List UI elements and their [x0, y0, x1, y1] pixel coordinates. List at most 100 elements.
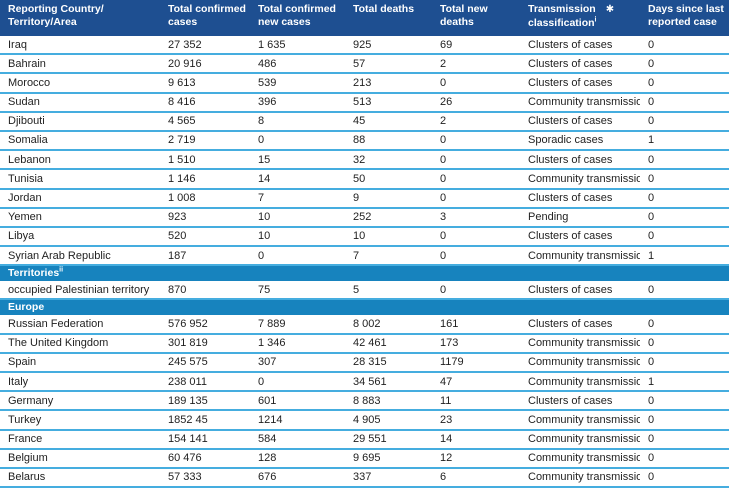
new-deaths-cell: 23	[432, 410, 520, 431]
new-cases-cell: 0	[250, 130, 345, 152]
column-header-transmission: Transmission ✱ classificationi	[520, 0, 640, 36]
days-since-cell: 0	[640, 169, 729, 190]
transmission-cell: Clusters of cases	[520, 315, 640, 335]
new-cases-cell: 7	[250, 188, 345, 209]
table-row: Iraq 27 352 1 635 925 69 Clusters of cases 0	[0, 36, 729, 56]
days-since-cell: 1	[640, 130, 729, 152]
deaths-cell: 8 002	[345, 315, 432, 335]
days-since-cell: 0	[640, 281, 729, 301]
deaths-cell: 29 551	[345, 429, 432, 450]
transmission-cell: Clusters of cases	[520, 54, 640, 75]
section-row: Territoriesii	[0, 265, 729, 282]
section-row: Europe	[0, 299, 729, 316]
new-deaths-cell: 14	[432, 429, 520, 450]
column-header-days-since: Days since last reported case	[640, 0, 729, 36]
days-since-cell: 0	[640, 352, 729, 374]
new-cases-cell: 128	[250, 448, 345, 469]
transmission-cell: Clusters of cases	[520, 73, 640, 94]
new-deaths-cell: 161	[432, 315, 520, 335]
country-cell: occupied Palestinian territory	[0, 281, 160, 301]
table-row: Belgium 60 476 128 9 695 12 Community transmi…	[0, 448, 729, 469]
new-cases-cell: 15	[250, 150, 345, 171]
country-cell: Belgium	[0, 448, 160, 469]
deaths-cell: 7	[345, 246, 432, 267]
transmission-cell: Community transmission	[520, 429, 640, 450]
new-deaths-cell: 0	[432, 281, 520, 301]
days-since-cell: 0	[640, 315, 729, 335]
deaths-cell: 28 315	[345, 352, 432, 374]
transmission-cell: Sporadic cases	[520, 130, 640, 152]
confirmed-cases-cell: 8 416	[160, 92, 250, 113]
days-since-cell: 0	[640, 188, 729, 209]
days-since-cell: 0	[640, 429, 729, 450]
deaths-cell: 252	[345, 207, 432, 228]
transmission-cell: Community transmission	[520, 448, 640, 469]
table-row: Jordan 1 008 7 9 0 Clusters of cases 0	[0, 188, 729, 209]
deaths-cell: 5	[345, 281, 432, 301]
confirmed-cases-cell: 576 952	[160, 315, 250, 335]
confirmed-cases-cell: 238 011	[160, 372, 250, 393]
new-deaths-cell: 0	[432, 188, 520, 209]
table-row: occupied Palestinian territory 870 75 5 0 Clu…	[0, 281, 729, 301]
country-cell: Lebanon	[0, 150, 160, 171]
transmission-cell: Clusters of cases	[520, 150, 640, 171]
country-cell: Italy	[0, 372, 160, 393]
new-deaths-cell: 12	[432, 448, 520, 469]
table-row: Spain 245 575 307 28 315 1179 Community trans…	[0, 352, 729, 374]
table-row: Syrian Arab Republic 187 0 7 0 Community tran…	[0, 246, 729, 267]
table-row: Djibouti 4 565 8 45 2 Clusters of cases 0	[0, 111, 729, 132]
confirmed-cases-cell: 57 333	[160, 467, 250, 489]
table-row: Turkey 1852 45 1214 4 905 23 Community transm…	[0, 410, 729, 431]
confirmed-cases-cell: 154 141	[160, 429, 250, 450]
confirmed-cases-cell: 1 510	[160, 150, 250, 171]
transmission-cell: Community transmission	[520, 352, 640, 374]
deaths-cell: 4 905	[345, 410, 432, 431]
column-header-deaths: Total deaths	[345, 0, 432, 36]
deaths-cell: 45	[345, 111, 432, 132]
transmission-cell: Community transmission	[520, 333, 640, 354]
new-deaths-cell: 26	[432, 92, 520, 113]
section-footnote-marker: ii	[59, 266, 64, 274]
column-header-country-label: Reporting Country/ Territory/Area	[8, 3, 104, 29]
confirmed-cases-cell: 9 613	[160, 73, 250, 94]
country-cell: France	[0, 429, 160, 450]
new-cases-cell: 7 889	[250, 315, 345, 335]
days-since-cell: 1	[640, 246, 729, 267]
new-cases-cell: 486	[250, 54, 345, 75]
new-deaths-cell: 0	[432, 169, 520, 190]
new-cases-cell: 601	[250, 391, 345, 412]
table-row: Yemen 923 10 252 3 Pending 0	[0, 207, 729, 228]
new-cases-cell: 75	[250, 281, 345, 301]
days-since-cell: 0	[640, 150, 729, 171]
column-header-country: Reporting Country/ Territory/Area	[0, 0, 160, 36]
transmission-cell: Community transmission	[520, 372, 640, 393]
confirmed-cases-cell: 923	[160, 207, 250, 228]
new-cases-cell: 10	[250, 207, 345, 228]
new-cases-cell: 0	[250, 372, 345, 393]
table-row: Morocco 9 613 539 213 0 Clusters of cases 0	[0, 73, 729, 94]
confirmed-cases-cell: 189 135	[160, 391, 250, 412]
transmission-cell: Clusters of cases	[520, 226, 640, 248]
new-deaths-cell: 0	[432, 130, 520, 152]
transmission-cell: Clusters of cases	[520, 281, 640, 301]
transmission-cell: Community transmission	[520, 467, 640, 489]
new-cases-cell: 14	[250, 169, 345, 190]
country-cell: Libya	[0, 226, 160, 248]
confirmed-cases-cell: 301 819	[160, 333, 250, 354]
country-cell: Djibouti	[0, 111, 160, 132]
confirmed-cases-cell: 60 476	[160, 448, 250, 469]
country-cell: Sudan	[0, 92, 160, 113]
new-cases-cell: 8	[250, 111, 345, 132]
confirmed-cases-cell: 1 146	[160, 169, 250, 190]
confirmed-cases-cell: 245 575	[160, 352, 250, 374]
transmission-cell: Community transmission	[520, 410, 640, 431]
transmission-cell: Clusters of cases	[520, 391, 640, 412]
transmission-cell: Pending	[520, 207, 640, 228]
table-body: Iraq 27 352 1 635 925 69 Clusters of cases 0 Ba…	[0, 36, 729, 489]
confirmed-cases-cell: 4 565	[160, 111, 250, 132]
deaths-cell: 9 695	[345, 448, 432, 469]
column-header-confirmed-cases: Total confirmed cases	[160, 0, 250, 36]
days-since-cell: 0	[640, 36, 729, 56]
transmission-cell: Community transmission	[520, 169, 640, 190]
deaths-cell: 925	[345, 36, 432, 56]
